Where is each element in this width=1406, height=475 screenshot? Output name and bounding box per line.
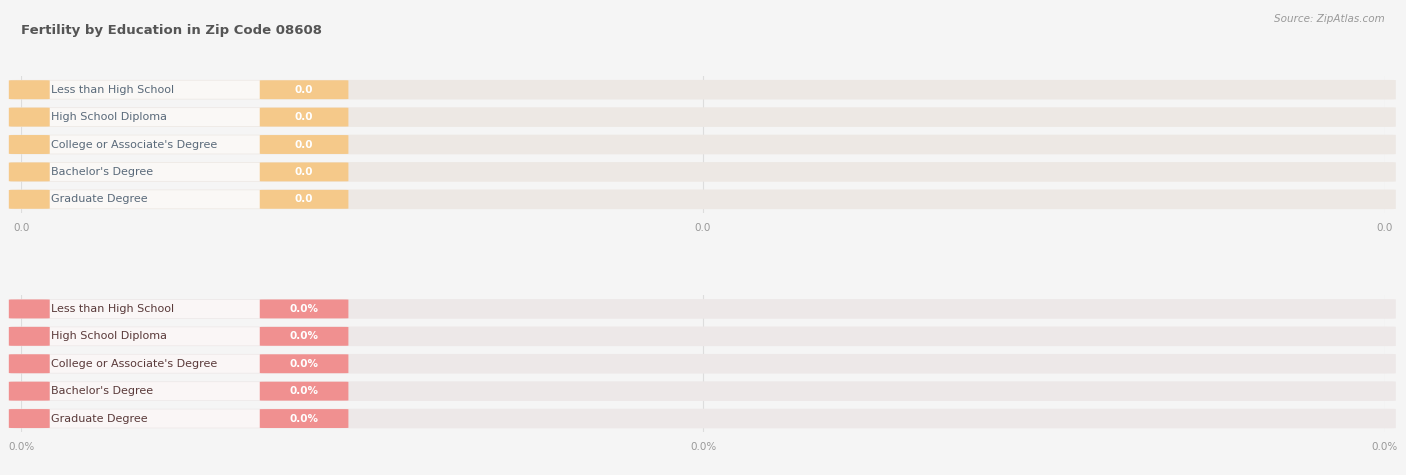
FancyBboxPatch shape	[260, 409, 349, 428]
Text: High School Diploma: High School Diploma	[51, 332, 167, 342]
FancyBboxPatch shape	[10, 80, 1396, 100]
FancyBboxPatch shape	[8, 80, 49, 99]
FancyBboxPatch shape	[8, 190, 49, 209]
Text: Fertility by Education in Zip Code 08608: Fertility by Education in Zip Code 08608	[21, 24, 322, 37]
FancyBboxPatch shape	[8, 299, 49, 318]
FancyBboxPatch shape	[8, 354, 49, 373]
Text: 0.0: 0.0	[295, 112, 314, 122]
Text: 0.0: 0.0	[295, 194, 314, 204]
FancyBboxPatch shape	[17, 190, 302, 209]
FancyBboxPatch shape	[8, 108, 49, 126]
Text: 0.0: 0.0	[295, 167, 314, 177]
Text: 0.0%: 0.0%	[290, 414, 319, 424]
FancyBboxPatch shape	[260, 327, 349, 346]
FancyBboxPatch shape	[260, 80, 349, 99]
FancyBboxPatch shape	[10, 408, 1396, 428]
FancyBboxPatch shape	[10, 381, 1396, 401]
FancyBboxPatch shape	[17, 355, 302, 373]
Text: College or Associate's Degree: College or Associate's Degree	[51, 359, 218, 369]
Text: Less than High School: Less than High School	[51, 304, 174, 314]
FancyBboxPatch shape	[260, 108, 349, 126]
FancyBboxPatch shape	[17, 108, 302, 126]
Text: High School Diploma: High School Diploma	[51, 112, 167, 122]
Text: Bachelor's Degree: Bachelor's Degree	[51, 386, 153, 396]
FancyBboxPatch shape	[260, 382, 349, 400]
FancyBboxPatch shape	[10, 135, 1396, 154]
FancyBboxPatch shape	[8, 409, 49, 428]
FancyBboxPatch shape	[17, 409, 302, 428]
FancyBboxPatch shape	[10, 354, 1396, 373]
Text: Bachelor's Degree: Bachelor's Degree	[51, 167, 153, 177]
Text: 0.0%: 0.0%	[290, 304, 319, 314]
FancyBboxPatch shape	[8, 135, 49, 154]
FancyBboxPatch shape	[260, 354, 349, 373]
FancyBboxPatch shape	[10, 107, 1396, 127]
Text: 0.0: 0.0	[295, 85, 314, 95]
Text: 0.0%: 0.0%	[290, 332, 319, 342]
Text: Graduate Degree: Graduate Degree	[51, 414, 148, 424]
Text: Source: ZipAtlas.com: Source: ZipAtlas.com	[1274, 14, 1385, 24]
FancyBboxPatch shape	[10, 162, 1396, 182]
FancyBboxPatch shape	[260, 299, 349, 318]
Text: Less than High School: Less than High School	[51, 85, 174, 95]
FancyBboxPatch shape	[260, 162, 349, 181]
FancyBboxPatch shape	[8, 381, 49, 400]
FancyBboxPatch shape	[17, 163, 302, 181]
Text: 0.0: 0.0	[295, 140, 314, 150]
FancyBboxPatch shape	[17, 327, 302, 345]
FancyBboxPatch shape	[10, 326, 1396, 346]
FancyBboxPatch shape	[17, 382, 302, 400]
Text: 0.0%: 0.0%	[290, 386, 319, 396]
FancyBboxPatch shape	[10, 190, 1396, 209]
FancyBboxPatch shape	[10, 299, 1396, 319]
Text: Graduate Degree: Graduate Degree	[51, 194, 148, 204]
FancyBboxPatch shape	[8, 327, 49, 346]
FancyBboxPatch shape	[260, 135, 349, 154]
FancyBboxPatch shape	[17, 300, 302, 318]
Text: 0.0%: 0.0%	[290, 359, 319, 369]
FancyBboxPatch shape	[8, 162, 49, 181]
FancyBboxPatch shape	[17, 135, 302, 153]
FancyBboxPatch shape	[260, 190, 349, 209]
FancyBboxPatch shape	[17, 81, 302, 99]
Text: College or Associate's Degree: College or Associate's Degree	[51, 140, 218, 150]
